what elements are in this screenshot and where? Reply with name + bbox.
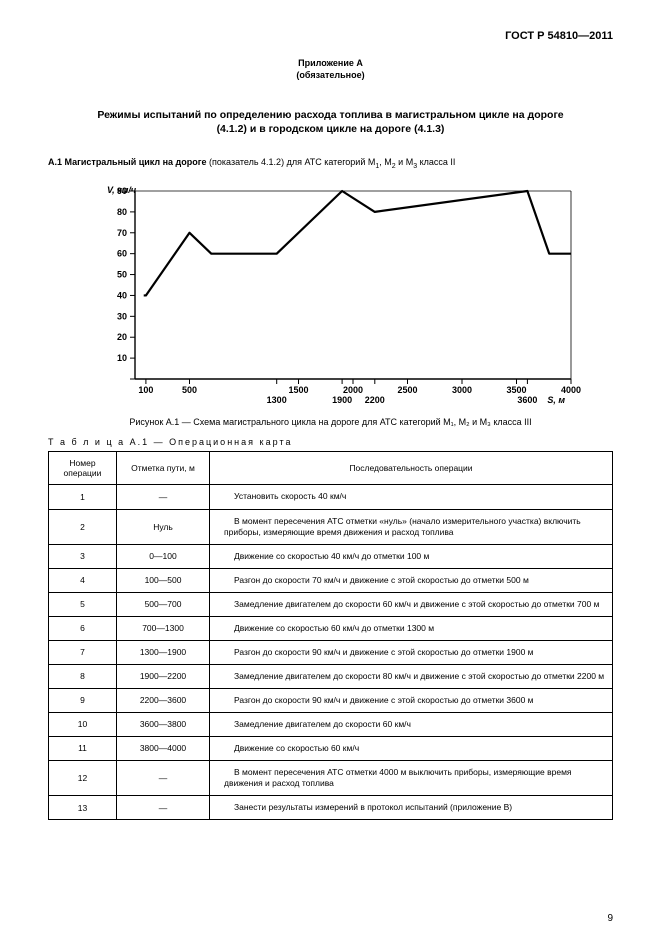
figure-caption: Рисунок А.1 — Схема магистрального цикла… bbox=[48, 417, 613, 427]
cell-number: 10 bbox=[49, 712, 117, 736]
th-number: Номер операции bbox=[49, 452, 117, 485]
section-a1-rest2: и M bbox=[396, 157, 414, 167]
svg-text:100: 100 bbox=[138, 385, 153, 395]
cell-sequence: Движение со скоростью 60 км/ч до отметки… bbox=[210, 616, 613, 640]
svg-text:2000: 2000 bbox=[342, 385, 362, 395]
title-line1: Режимы испытаний по определению расхода … bbox=[97, 109, 563, 121]
svg-text:1300: 1300 bbox=[266, 395, 286, 405]
cell-mark: 700—1300 bbox=[117, 616, 210, 640]
cell-mark: 3800—4000 bbox=[117, 736, 210, 760]
table-row: 30—100Движение со скоростью 40 км/ч до о… bbox=[49, 544, 613, 568]
svg-text:1500: 1500 bbox=[288, 385, 308, 395]
cell-number: 11 bbox=[49, 736, 117, 760]
table-row: 2НульВ момент пересечения АТС отметки «н… bbox=[49, 509, 613, 544]
table-row: 12—В момент пересечения АТС отметки 4000… bbox=[49, 761, 613, 796]
svg-text:20: 20 bbox=[116, 333, 126, 343]
cell-number: 3 bbox=[49, 544, 117, 568]
cell-sequence: Замедление двигателем до скорости 80 км/… bbox=[210, 664, 613, 688]
appendix-line1: Приложение А bbox=[298, 58, 363, 68]
section-a1-rest: (показатель 4.1.2) для АТС категорий M bbox=[207, 157, 376, 167]
cell-sequence: Занести результаты измерений в протокол … bbox=[210, 796, 613, 820]
cell-mark: 3600—3800 bbox=[117, 712, 210, 736]
table-row: 6700—1300Движение со скоростью 60 км/ч д… bbox=[49, 616, 613, 640]
page-title: Режимы испытаний по определению расхода … bbox=[48, 109, 613, 136]
cell-number: 6 bbox=[49, 616, 117, 640]
cell-sequence: Движение со скоростью 60 км/ч bbox=[210, 736, 613, 760]
cell-number: 4 bbox=[49, 568, 117, 592]
svg-text:40: 40 bbox=[116, 291, 126, 301]
cell-mark: — bbox=[117, 485, 210, 509]
svg-text:3000: 3000 bbox=[451, 385, 471, 395]
cell-number: 5 bbox=[49, 592, 117, 616]
cell-sequence: Установить скорость 40 км/ч bbox=[210, 485, 613, 509]
table-row: 113800—4000Движение со скоростью 60 км/ч bbox=[49, 736, 613, 760]
table-row: 4100—500Разгон до скорости 70 км/ч и дви… bbox=[49, 568, 613, 592]
cell-mark: 500—700 bbox=[117, 592, 210, 616]
sub1: 1 bbox=[375, 162, 379, 169]
cell-sequence: В момент пересечения АТС отметки 4000 м … bbox=[210, 761, 613, 796]
section-a1-label: А.1 Магистральный цикл на дороге bbox=[48, 157, 207, 167]
th-mark: Отметка пути, м bbox=[117, 452, 210, 485]
table-row: 71300—1900Разгон до скорости 90 км/ч и д… bbox=[49, 640, 613, 664]
svg-text:50: 50 bbox=[116, 270, 126, 280]
highway-cycle-chart: 102030405060708090V, км/ч100500130015001… bbox=[81, 177, 581, 407]
table-body: 1—Установить скорость 40 км/ч2НульВ моме… bbox=[49, 485, 613, 820]
svg-text:80: 80 bbox=[116, 207, 126, 217]
appendix-line2: (обязательное) bbox=[296, 70, 364, 80]
svg-text:30: 30 bbox=[116, 312, 126, 322]
table-row: 1—Установить скорость 40 км/ч bbox=[49, 485, 613, 509]
svg-text:500: 500 bbox=[181, 385, 196, 395]
cell-sequence: Движение со скоростью 40 км/ч до отметки… bbox=[210, 544, 613, 568]
section-a1-rest3: класса II bbox=[417, 157, 455, 167]
gost-code: ГОСТ Р 54810—2011 bbox=[48, 30, 613, 42]
cell-sequence: Замедление двигателем до скорости 60 км/… bbox=[210, 592, 613, 616]
svg-text:1900: 1900 bbox=[332, 395, 352, 405]
cell-number: 7 bbox=[49, 640, 117, 664]
title-line2: (4.1.2) и в городском цикле на дороге (4… bbox=[217, 123, 445, 135]
cell-mark: Нуль bbox=[117, 509, 210, 544]
table-row: 13—Занести результаты измерений в проток… bbox=[49, 796, 613, 820]
operations-table: Номер операции Отметка пути, м Последова… bbox=[48, 451, 613, 820]
th-sequence: Последовательность операции bbox=[210, 452, 613, 485]
svg-text:70: 70 bbox=[116, 228, 126, 238]
svg-text:3600: 3600 bbox=[517, 395, 537, 405]
cell-mark: — bbox=[117, 761, 210, 796]
svg-text:10: 10 bbox=[116, 354, 126, 364]
svg-text:2200: 2200 bbox=[364, 395, 384, 405]
svg-text:3500: 3500 bbox=[506, 385, 526, 395]
svg-text:V, км/ч: V, км/ч bbox=[107, 185, 137, 195]
table-row: 81900—2200Замедление двигателем до скоро… bbox=[49, 664, 613, 688]
section-a1: А.1 Магистральный цикл на дороге (показа… bbox=[48, 157, 613, 170]
table-header-row: Номер операции Отметка пути, м Последова… bbox=[49, 452, 613, 485]
table-row: 5500—700Замедление двигателем до скорост… bbox=[49, 592, 613, 616]
cell-mark: 1300—1900 bbox=[117, 640, 210, 664]
table-row: 103600—3800Замедление двигателем до скор… bbox=[49, 712, 613, 736]
cell-number: 1 bbox=[49, 485, 117, 509]
table-label: Т а б л и ц а А.1 — Операционная карта bbox=[48, 437, 613, 447]
page-number: 9 bbox=[607, 913, 613, 924]
cell-mark: — bbox=[117, 796, 210, 820]
cell-sequence: В момент пересечения АТС отметки «нуль» … bbox=[210, 509, 613, 544]
cell-sequence: Замедление двигателем до скорости 60 км/… bbox=[210, 712, 613, 736]
cell-number: 8 bbox=[49, 664, 117, 688]
svg-text:4000: 4000 bbox=[560, 385, 580, 395]
cell-sequence: Разгон до скорости 90 км/ч и движение с … bbox=[210, 640, 613, 664]
cell-mark: 100—500 bbox=[117, 568, 210, 592]
table-row: 92200—3600Разгон до скорости 90 км/ч и д… bbox=[49, 688, 613, 712]
appendix-heading: Приложение А (обязательное) bbox=[48, 58, 613, 81]
cell-number: 9 bbox=[49, 688, 117, 712]
cell-number: 2 bbox=[49, 509, 117, 544]
svg-text:60: 60 bbox=[116, 249, 126, 259]
cell-number: 12 bbox=[49, 761, 117, 796]
cell-sequence: Разгон до скорости 90 км/ч и движение с … bbox=[210, 688, 613, 712]
cell-mark: 1900—2200 bbox=[117, 664, 210, 688]
svg-text:S, м: S, м bbox=[547, 395, 565, 405]
cell-sequence: Разгон до скорости 70 км/ч и движение с … bbox=[210, 568, 613, 592]
cell-number: 13 bbox=[49, 796, 117, 820]
cell-mark: 2200—3600 bbox=[117, 688, 210, 712]
svg-text:2500: 2500 bbox=[397, 385, 417, 395]
cell-mark: 0—100 bbox=[117, 544, 210, 568]
